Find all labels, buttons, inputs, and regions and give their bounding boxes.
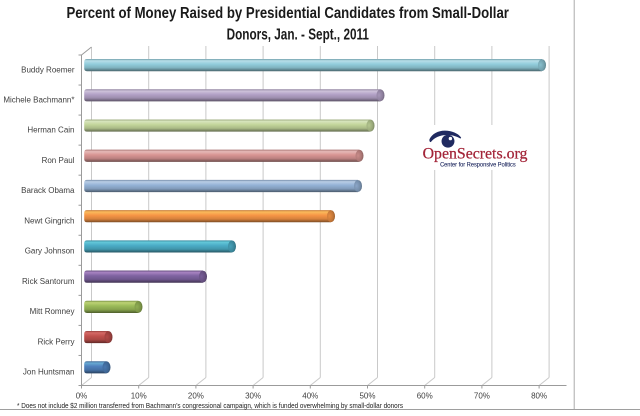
svg-text:Jon Huntsman: Jon Huntsman — [23, 368, 75, 377]
svg-text:Rick Santorum: Rick Santorum — [22, 277, 75, 286]
svg-text:10%: 10% — [131, 391, 147, 400]
svg-text:Newt Gingrich: Newt Gingrich — [24, 216, 74, 225]
svg-text:30%: 30% — [245, 391, 261, 400]
svg-text:70%: 70% — [474, 391, 490, 400]
svg-text:40%: 40% — [302, 391, 318, 400]
svg-text:Donors, Jan. - Sept., 2011: Donors, Jan. - Sept., 2011 — [227, 26, 370, 43]
svg-text:Gary Johnson: Gary Johnson — [25, 247, 75, 256]
svg-text:Barack Obama: Barack Obama — [21, 186, 75, 195]
svg-text:Buddy Roemer: Buddy Roemer — [21, 65, 75, 74]
svg-text:OpenSecrets.org: OpenSecrets.org — [423, 146, 528, 163]
svg-text:50%: 50% — [359, 391, 375, 400]
svg-text:Ron Paul: Ron Paul — [42, 156, 75, 165]
svg-text:60%: 60% — [417, 391, 433, 400]
svg-text:Mitt Romney: Mitt Romney — [30, 307, 75, 316]
svg-text:20%: 20% — [188, 391, 204, 400]
svg-text:Center for Responsive Politics: Center for Responsive Politics — [440, 162, 516, 168]
svg-text:Percent of Money Raised by Pre: Percent of Money Raised by Presidential … — [66, 5, 509, 22]
svg-text:Herman Cain: Herman Cain — [27, 126, 74, 135]
svg-text:0%: 0% — [76, 391, 88, 400]
svg-text:Michele Bachmann*: Michele Bachmann* — [3, 96, 74, 105]
svg-text:Rick Perry: Rick Perry — [38, 337, 75, 346]
svg-text:* Does not include $2 million: * Does not include $2 million transferre… — [17, 401, 403, 410]
svg-text:80%: 80% — [531, 391, 547, 400]
